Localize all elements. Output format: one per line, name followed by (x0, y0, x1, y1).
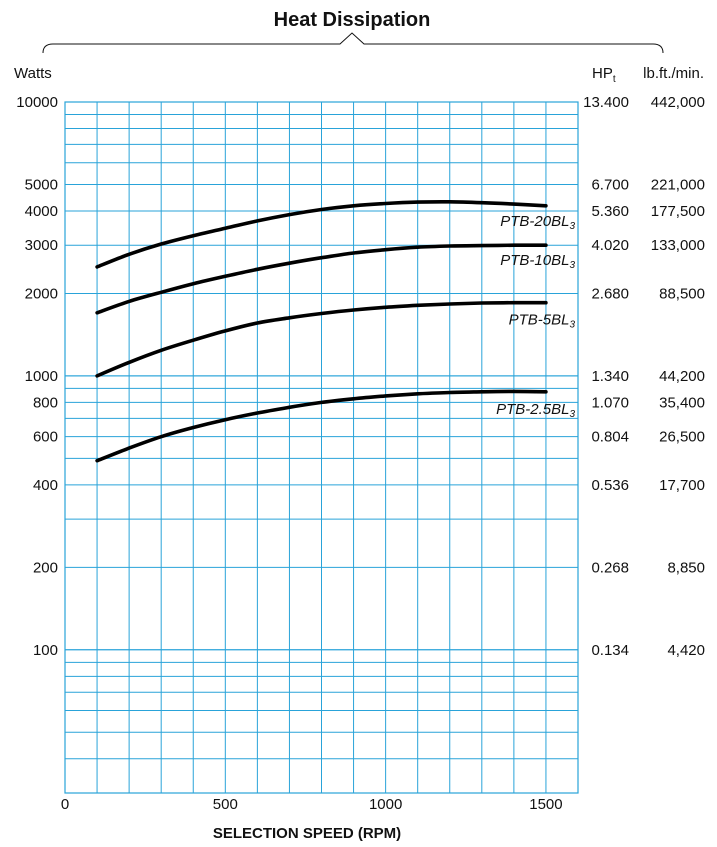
chart-title: Heat Dissipation (274, 9, 431, 31)
series-line (95, 243, 548, 315)
lbft-tick-label: 177,500 (651, 203, 705, 220)
lbft-tick-label: 35,400 (659, 394, 705, 411)
plot-frame (64, 101, 579, 794)
series-line (95, 199, 548, 269)
x-tick-label: 1500 (529, 796, 562, 813)
hp-tick-label: 4.020 (591, 237, 629, 254)
series-line (95, 389, 548, 463)
hp-tick-label: 2.680 (591, 285, 629, 302)
hp-header-base: HP (592, 65, 613, 82)
hp-axis-header: HPt (592, 65, 616, 85)
hp-tick-label: 0.134 (591, 642, 629, 659)
hp-header-sub: t (613, 74, 616, 85)
x-tick-label: 1000 (369, 796, 402, 813)
lbft-tick-label: 8,850 (667, 559, 705, 576)
hp-tick-label: 0.804 (591, 429, 629, 446)
lbft-tick-label: 44,200 (659, 368, 705, 385)
y-tick-label: 4000 (25, 203, 58, 220)
lbft-tick-label: 26,500 (659, 429, 705, 446)
series-label: PTB-20BL3 (500, 213, 575, 232)
y-tick-label: 1000 (25, 368, 58, 385)
lbft-tick-label: 4,420 (667, 642, 705, 659)
y-tick-label: 2000 (25, 285, 58, 302)
title-brace (42, 32, 664, 54)
y-axis-label: Watts (14, 65, 52, 82)
x-tick-label: 500 (213, 796, 238, 813)
hp-tick-label: 0.268 (591, 559, 629, 576)
y-tick-label: 3000 (25, 237, 58, 254)
series-line (95, 300, 548, 378)
lbft-tick-label: 221,000 (651, 176, 705, 193)
series-lines: PTB-20BL3 PTB-10BL3 PTB-5BL3 PTB-2.5BL3 (95, 199, 576, 463)
y-tick-label: 10000 (16, 94, 58, 111)
series-label: PTB-2.5BL3 (496, 401, 575, 420)
series-label: PTB-5BL3 (509, 312, 576, 331)
lbft-tick-label: 442,000 (651, 94, 705, 111)
y-tick-label: 800 (33, 394, 58, 411)
grid (64, 101, 579, 794)
lbft-tick-label: 17,700 (659, 477, 705, 494)
axis-ticks: 0 500 1000 1500 10000 5000 4000 3000 2000 1000 800… (16, 94, 705, 813)
x-axis-label: SELECTION SPEED (RPM) (213, 825, 401, 842)
lbft-axis-header: lb.ft./min. (643, 65, 704, 82)
lbft-tick-label: 133,000 (651, 237, 705, 254)
hp-tick-label: 13.400 (583, 94, 629, 111)
y-tick-label: 5000 (25, 176, 58, 193)
hp-tick-label: 5.360 (591, 203, 629, 220)
x-tick-label: 0 (61, 796, 69, 813)
y-tick-label: 400 (33, 477, 58, 494)
y-tick-label: 600 (33, 429, 58, 446)
hp-tick-label: 1.340 (591, 368, 629, 385)
series-label: PTB-10BL3 (500, 252, 575, 271)
y-tick-label: 200 (33, 559, 58, 576)
hp-tick-label: 1.070 (591, 394, 629, 411)
hp-tick-label: 0.536 (591, 477, 629, 494)
y-tick-label: 100 (33, 642, 58, 659)
lbft-tick-label: 88,500 (659, 285, 705, 302)
hp-tick-label: 6.700 (591, 176, 629, 193)
